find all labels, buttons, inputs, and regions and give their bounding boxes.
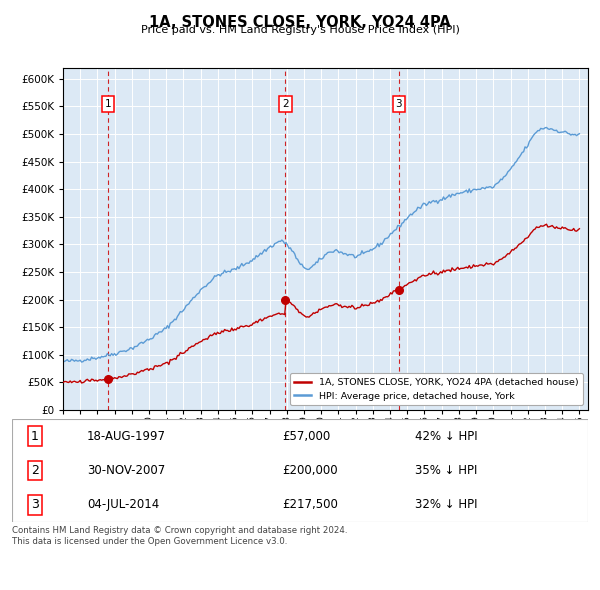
Text: 2: 2 [31, 464, 39, 477]
Text: 3: 3 [395, 99, 402, 109]
Text: 42% ↓ HPI: 42% ↓ HPI [415, 430, 478, 442]
Text: 35% ↓ HPI: 35% ↓ HPI [415, 464, 478, 477]
Legend: 1A, STONES CLOSE, YORK, YO24 4PA (detached house), HPI: Average price, detached : 1A, STONES CLOSE, YORK, YO24 4PA (detach… [290, 373, 583, 405]
Text: £217,500: £217,500 [283, 499, 338, 512]
Text: 32% ↓ HPI: 32% ↓ HPI [415, 499, 478, 512]
Text: £200,000: £200,000 [283, 464, 338, 477]
Text: Price paid vs. HM Land Registry's House Price Index (HPI): Price paid vs. HM Land Registry's House … [140, 25, 460, 35]
Text: 1A, STONES CLOSE, YORK, YO24 4PA: 1A, STONES CLOSE, YORK, YO24 4PA [149, 15, 451, 30]
Text: 1: 1 [105, 99, 112, 109]
Text: 30-NOV-2007: 30-NOV-2007 [87, 464, 165, 477]
Text: £57,000: £57,000 [283, 430, 331, 442]
Text: 1: 1 [31, 430, 39, 442]
FancyBboxPatch shape [12, 419, 588, 522]
Text: 04-JUL-2014: 04-JUL-2014 [87, 499, 159, 512]
Text: Contains HM Land Registry data © Crown copyright and database right 2024.: Contains HM Land Registry data © Crown c… [12, 526, 347, 535]
Text: This data is licensed under the Open Government Licence v3.0.: This data is licensed under the Open Gov… [12, 537, 287, 546]
Text: 3: 3 [31, 499, 39, 512]
Text: 18-AUG-1997: 18-AUG-1997 [87, 430, 166, 442]
Text: 2: 2 [282, 99, 289, 109]
